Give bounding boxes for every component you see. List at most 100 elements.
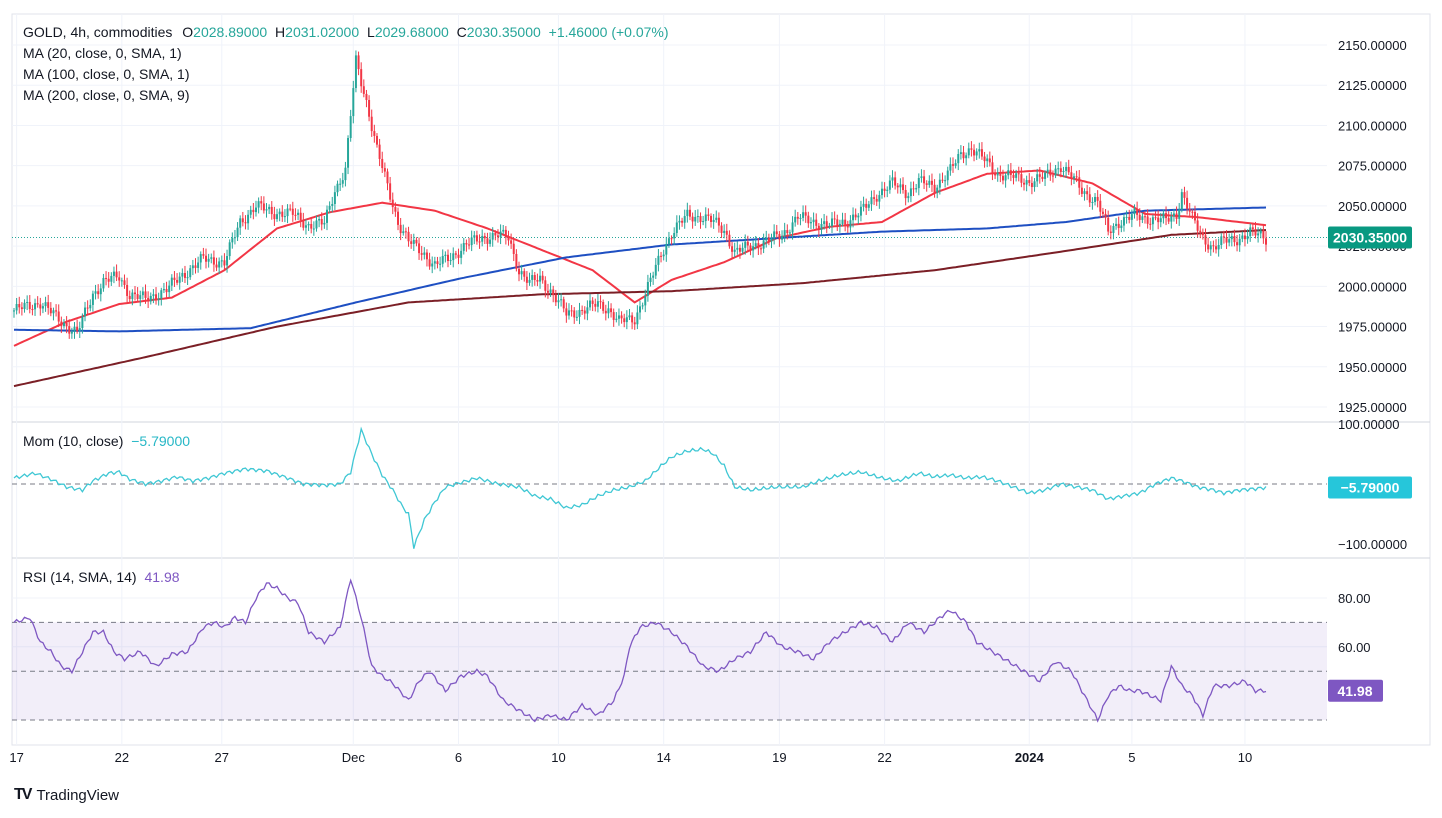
candle (273, 206, 276, 226)
candle (765, 230, 768, 248)
candle-body (415, 239, 418, 244)
candle-body (1091, 201, 1094, 203)
candle (925, 180, 928, 192)
candle-body (710, 215, 713, 223)
candle (23, 299, 26, 313)
candle (570, 305, 573, 317)
candle-body (736, 247, 739, 250)
candle (1159, 212, 1162, 228)
candle (97, 284, 100, 299)
candle (231, 232, 234, 249)
candle-body (310, 223, 313, 229)
candle (168, 280, 171, 298)
candle (941, 172, 944, 184)
candle (628, 308, 631, 321)
rsi-legend[interactable]: RSI (14, SMA, 14) 41.98 (23, 569, 180, 585)
candle (631, 312, 634, 330)
candle-body (970, 148, 973, 150)
candle-body (1088, 194, 1091, 203)
candle (1225, 230, 1228, 249)
candle (959, 145, 962, 160)
candle (773, 224, 776, 245)
candle (28, 295, 31, 314)
candle-body (928, 180, 931, 185)
candle (44, 296, 47, 312)
candle-body (294, 214, 297, 216)
candle (165, 281, 168, 300)
candle-body (407, 231, 410, 242)
candle (449, 252, 452, 265)
candle-body (1125, 216, 1128, 218)
candle-body (44, 302, 47, 307)
candle-body (99, 288, 102, 295)
candle-body (349, 116, 352, 139)
candle (333, 185, 336, 211)
candle (141, 287, 144, 300)
candle-body (941, 179, 944, 181)
candle (620, 311, 623, 324)
candle (1125, 210, 1128, 224)
candle-body (1046, 169, 1049, 173)
candle-body (1178, 209, 1181, 219)
candle-body (999, 172, 1002, 176)
candle (875, 194, 878, 206)
candle-body (1012, 174, 1015, 178)
candle-body (428, 259, 431, 267)
candle-body (1023, 182, 1026, 185)
ma200-legend[interactable]: MA (200, close, 0, SMA, 9) (23, 87, 190, 103)
candle-body (715, 217, 718, 220)
brand[interactable]: TV TradingView (14, 786, 119, 804)
candle (804, 205, 807, 223)
candle-body (128, 295, 131, 300)
candle-body (78, 328, 81, 332)
candle (1122, 213, 1125, 232)
candle (68, 319, 71, 339)
candle-body (257, 201, 260, 208)
candle-body (352, 88, 355, 117)
candle-body (186, 277, 189, 279)
candle (965, 152, 968, 166)
candle (1257, 227, 1260, 243)
candle-body (47, 302, 50, 308)
candle (368, 95, 371, 122)
candle-body (465, 243, 468, 245)
price-tick-label: 2000.00000 (1338, 279, 1407, 294)
candle-body (460, 250, 463, 258)
candle-body (20, 307, 23, 310)
candle-body (959, 152, 962, 155)
candle (420, 245, 423, 261)
candle (1186, 190, 1189, 215)
candle (499, 224, 502, 245)
candle-body (1236, 242, 1239, 246)
candle-body (420, 253, 423, 255)
candle-body (923, 176, 926, 184)
mom-legend[interactable]: Mom (10, close) −5.79000 (23, 433, 190, 449)
candle-body (462, 243, 465, 251)
candle-body (457, 254, 460, 258)
candle-body (483, 235, 486, 239)
candle (386, 168, 389, 191)
candle (539, 268, 542, 289)
candle-body (520, 271, 523, 275)
candle (578, 302, 581, 325)
candle-body (1246, 236, 1249, 240)
candle (567, 303, 570, 320)
candle-body (178, 276, 181, 283)
ma20-legend[interactable]: MA (20, close, 0, SMA, 1) (23, 45, 182, 61)
candle (1051, 170, 1054, 183)
candle-body (802, 212, 805, 218)
candle (431, 256, 434, 274)
candle (554, 289, 557, 306)
candle-body (496, 235, 499, 238)
candle-body (333, 192, 336, 204)
candle-body (1207, 244, 1210, 250)
candle (1078, 170, 1081, 195)
symbol-label[interactable]: GOLD, 4h, commodities (23, 24, 173, 40)
candle-body (307, 223, 310, 226)
candle-body (633, 322, 636, 325)
candle-body (1157, 217, 1160, 223)
candle-body (878, 195, 881, 202)
candle-body (473, 235, 476, 238)
ma100-legend[interactable]: MA (100, close, 0, SMA, 1) (23, 66, 190, 82)
